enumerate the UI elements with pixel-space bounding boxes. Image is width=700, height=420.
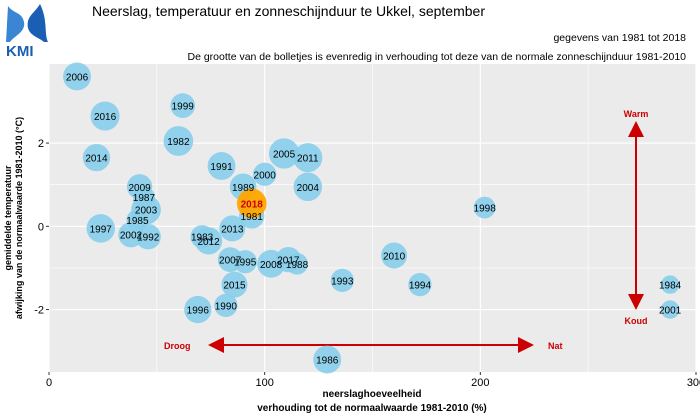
kmi-logo: KMI [6,4,48,60]
bubble-2018 [236,188,267,219]
x-axis-title-line2: verhouding tot de normaalwaarde 1981-201… [257,403,487,414]
y-tick-label: -2 [34,305,44,317]
bubble-label-2009: 2009 [128,183,151,194]
bubble-2010 [381,242,408,269]
bubble-2004 [293,172,323,202]
bubble-label-1989: 1989 [232,183,255,194]
x-tick-label: 300 [687,377,700,389]
bubble-label-2003: 2003 [135,206,158,217]
bubble-label-1981: 1981 [241,212,264,223]
bubble-1992 [135,224,161,250]
bubble-1990 [214,293,238,318]
y-axis-ticks: -2 0 2 [34,138,49,317]
y-tick-label: 2 [38,138,44,150]
bubble-2008 [257,249,286,278]
bubble-label-2007: 2007 [219,256,242,267]
bubble-size-note: De grootte van de bolletjes is evenredig… [188,51,687,63]
chart-title: Neerslag, temperatuur en zonneschijnduur… [92,3,485,19]
bubble-label-1987: 1987 [133,193,156,204]
period-note: gegevens van 1981 tot 2018 [553,32,686,44]
bubble-label-1985: 1985 [126,216,149,227]
bubble-label-2004: 2004 [297,183,320,194]
logo-wave-right [27,4,48,42]
bubble-label-1998: 1998 [474,204,497,215]
bubble-label-2017: 2017 [277,256,300,267]
bubble-label-1990: 1990 [215,301,238,312]
logo-text: KMI [6,43,34,60]
bubble-label-1997: 1997 [90,224,113,235]
bubble-1991 [207,152,236,180]
bubble-label-1993: 1993 [331,276,354,287]
bubble-1988 [286,252,308,275]
bubble-label-2010: 2010 [383,251,406,262]
bubble-label-1986: 1986 [316,356,339,367]
bubble-label-1999: 1999 [172,102,195,113]
bubble-label-2013: 2013 [221,224,244,235]
bubble-label-1983: 1983 [191,233,214,244]
bubble-1999 [170,93,196,118]
y-axis-title-line2: afwijking van de normaalwaarde 1981-2010… [14,117,24,319]
bubble-label-2016: 2016 [94,112,117,123]
x-tick-label: 200 [471,377,489,389]
bubble-label-1994: 1994 [409,281,432,292]
x-axis-title-line1: neerslaghoeveelheid [323,389,422,400]
bubble-label-1984: 1984 [659,281,682,292]
bubble-label-2002: 2002 [120,231,143,242]
bubble-1998 [473,196,496,219]
bubble-1995 [233,250,257,274]
bubble-2011 [293,143,323,173]
bubble-label-1992: 1992 [137,233,160,244]
bubble-label-2001: 2001 [659,306,682,317]
bubble-label-2015: 2015 [223,281,246,292]
dry-label: Droog [164,341,191,351]
bubble-2015 [221,271,248,298]
bubble-label-2000: 2000 [254,170,277,181]
bubble-2000 [253,162,277,186]
x-tick-label: 0 [46,377,52,389]
bubble-2016 [90,101,120,131]
bubble-1993 [330,268,354,293]
bubble-label-1996: 1996 [187,306,210,317]
grid-lines [48,64,697,372]
wet-label: Nat [548,341,563,351]
bubble-2014 [82,144,111,172]
bubble-1982 [163,126,194,156]
bubble-label-2012: 2012 [197,237,220,248]
bubble-2006 [63,62,91,91]
bubble-label-2006: 2006 [66,72,89,83]
bubble-2012 [194,227,223,255]
bubble-1997 [86,214,116,243]
bubble-label-1988: 1988 [286,260,309,271]
x-axis-ticks: 0 100 200 300 [46,372,700,389]
x-tick-label: 100 [255,377,273,389]
bubble-2005 [268,138,300,169]
bubble-label-2005: 2005 [273,149,296,160]
bubbles [63,62,680,374]
bubble-1984 [660,275,680,294]
y-axis-title-line1: gemiddelde temperatuur [3,165,13,271]
bubble-label-2018: 2018 [241,199,264,210]
logo-wave-left [6,6,25,42]
cold-label: Koud [625,316,648,326]
bubble-label-2014: 2014 [85,154,108,165]
bubble-1986 [313,345,342,374]
bubble-label-2011: 2011 [297,154,319,165]
bubble-label-2008: 2008 [260,260,283,271]
bubble-1996 [184,295,212,324]
bubble-label-1982: 1982 [167,137,190,148]
bubble-label-1991: 1991 [210,162,233,173]
bubble-2013 [219,215,246,242]
warm-label: Warm [624,109,649,119]
y-tick-label: 0 [38,221,44,233]
bubble-2001 [660,300,680,319]
bubble-labels: 2006 1999 2016 1982 2014 2005 2011 1991 2000 2009… [66,72,682,366]
bubble-label-1995: 1995 [234,258,257,269]
bubble-1994 [408,272,432,297]
